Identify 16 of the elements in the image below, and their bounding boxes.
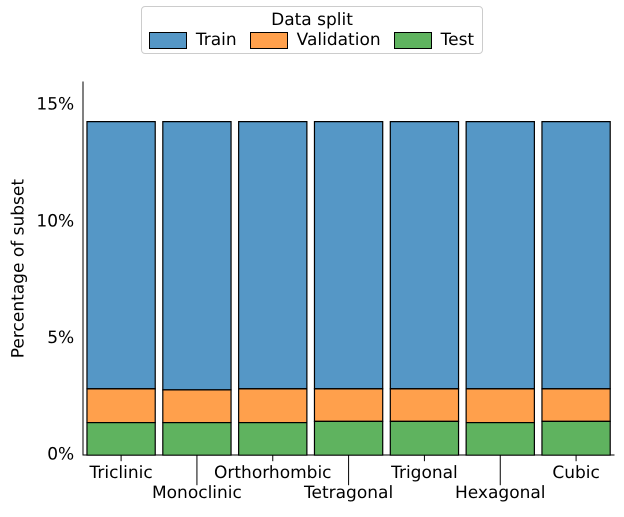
x-tick-label: Cubic (552, 462, 600, 483)
legend-title: Data split (270, 10, 354, 30)
x-tick-label: Trigonal (390, 462, 458, 483)
y-tick-label: 0% (47, 444, 74, 465)
x-tick-label: Monoclinic (152, 483, 242, 504)
legend-label: Test (440, 30, 474, 50)
x-tick-label: Orthorhombic (214, 462, 332, 483)
y-tick-label: 5% (47, 328, 74, 348)
y-axis-title: Percentage of subset (8, 178, 29, 358)
y-tick-label: 15% (36, 94, 74, 115)
x-tick-label: Triclinic (88, 462, 153, 483)
legend-label: Train (196, 30, 237, 50)
x-tick-label: Tetragonal (303, 483, 394, 504)
x-tick-label: Hexagonal (454, 483, 546, 504)
y-tick-label: 10% (36, 211, 74, 232)
legend-label: Validation (296, 30, 381, 50)
